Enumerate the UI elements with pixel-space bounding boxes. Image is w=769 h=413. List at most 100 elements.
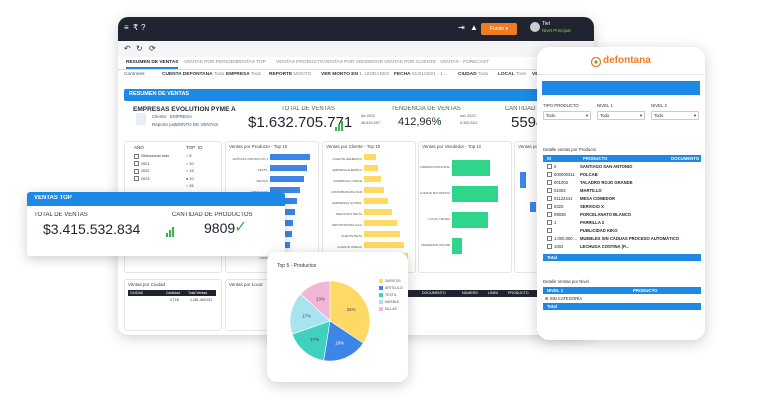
pie-slice-label: 13% <box>316 297 325 302</box>
logo-text: defontana <box>603 55 651 66</box>
panel-producto-title: Ventas por Producto - Top 10 <box>229 144 288 149</box>
id-label: ID <box>198 145 203 150</box>
bar <box>452 212 488 228</box>
menu-icon[interactable]: ≡ <box>124 23 129 32</box>
detail-table-header <box>408 290 589 297</box>
table-row[interactable]: 1 PARRILLA 2 <box>543 220 701 228</box>
pie-slice-label: 18% <box>335 340 344 345</box>
top-option[interactable]: ● 20 <box>186 176 194 181</box>
pie-slice[interactable] <box>289 293 331 335</box>
legend-item: TEXTIL <box>379 292 403 299</box>
table-row[interactable]: 1002 LECHUGA COSTINA (P... <box>543 244 701 252</box>
detalle-col-producto: PRODUCTO <box>583 156 608 161</box>
tab-cliente[interactable]: VENTAS POR CLIENTE <box>384 60 437 65</box>
select-nivel2[interactable]: Todo ▾ <box>651 111 699 120</box>
plant-selector[interactable]: Fundo ▾ <box>481 23 517 35</box>
top-list: ○ 5 ○ 10 ○ 15 ● 20 ○ 25 <box>186 153 194 191</box>
tab-producto[interactable]: VENTAS PRODUCTO <box>276 60 324 65</box>
table-row[interactable]: 000000311 POLCAB <box>543 172 701 180</box>
nivel-total-row: Total <box>543 303 701 310</box>
bar-label: VENDEDOR PRINCIPAL <box>420 165 450 169</box>
pie-card: Top 5 - Productos 34% 18% 17% 17% 13% ZAPATO… <box>267 252 408 382</box>
tendencia-sub-value: 9.350.524 <box>460 121 477 125</box>
control-fecha[interactable]: FECHA 01/01/2021 - 1... <box>394 72 447 77</box>
arrow-up-icon: ↑ <box>436 115 441 126</box>
table-row[interactable]: 0 SANTIAGO SAN ANTONIO <box>543 164 701 172</box>
pie-slice[interactable] <box>300 280 331 322</box>
ciudad-row-cantidad: 4.718 <box>170 298 179 302</box>
bar <box>530 202 536 212</box>
undo-icon[interactable]: ↶ <box>124 44 131 53</box>
help-icon[interactable]: ? <box>141 23 146 32</box>
report-label: Reporte por: <box>152 122 178 127</box>
pie-slice[interactable] <box>323 320 364 362</box>
bar <box>452 186 498 202</box>
phone-blue-bar <box>542 81 700 95</box>
table-row[interactable]: 01002 MARTILLO <box>543 188 701 196</box>
cantidad-label: CANTIDAD DE P <box>504 106 552 112</box>
table-row[interactable]: 09038 PORCELANATO BLANCO <box>543 212 701 220</box>
tab-resumen[interactable]: RESUMEN DE VENTAS <box>126 60 179 69</box>
bar-label: EMPRESA EJEMPLO <box>333 168 363 172</box>
bar <box>270 154 310 161</box>
table-row[interactable]: 01122441 MESA COMEDOR <box>543 196 701 204</box>
currency-icon[interactable]: ₹ <box>133 23 139 32</box>
top-option[interactable]: ○ 25 <box>186 184 194 188</box>
cantidad-value: 5594 <box>511 114 545 131</box>
tab-bar: RESUMEN DE VENTAS VENTAS POR PERIODO VEN… <box>118 57 594 70</box>
detail-col-numero: NÚMERO <box>462 291 478 295</box>
control-ciudad[interactable]: CIUDAD Todo <box>458 72 489 77</box>
control-local[interactable]: LOCAL Todo <box>498 72 527 77</box>
bar-label: SERVICIOS DELTA <box>336 212 362 216</box>
panel-ciudad-title: Ventas por Ciudad <box>128 282 166 287</box>
bar-chart-icon <box>166 224 176 242</box>
total-ventas-label: TOTAL DE VENTAS <box>281 106 335 112</box>
top-option[interactable]: ○ 5 <box>186 154 192 158</box>
table-row[interactable]: 1.000.000 ... MUEBLES SIN CÁDUAS PROCESO … <box>543 236 701 244</box>
panel-cliente <box>322 141 416 273</box>
chart-cliente: CLIENTE GENÉRICO EMPRESA EJEMPLO COMERCIAL… <box>331 154 408 260</box>
detalle-title: Detalle ventas por Producto <box>543 147 597 152</box>
refresh-icon[interactable]: ↻ <box>136 44 143 53</box>
top-option[interactable]: ○ 15 <box>186 169 194 173</box>
bar-label: COMERCIAL NORTE <box>333 179 362 183</box>
select-nivel1[interactable]: Todo ▾ <box>597 111 645 120</box>
nivel-title: Detalle Ventas por Nivel <box>543 279 589 284</box>
bar <box>364 154 376 161</box>
tab-vendedor[interactable]: VENTAS POR VENDEDOR <box>324 60 384 65</box>
toolbar: ↶ ↻ ⟳ <box>118 41 594 57</box>
year-option[interactable]: Seleccionar todo <box>134 153 169 161</box>
control-empresa[interactable]: EMPRESA Todo <box>226 72 262 77</box>
table-row[interactable]: 0320 SERVICIO X <box>543 204 701 212</box>
user-role: Nivel Principal <box>542 28 571 33</box>
report-value: MONTO DE VENTAS <box>175 122 219 127</box>
phone-frame: defontana TIPO PRODUCTO NIVEL 1 NIVEL 2 … <box>537 47 705 340</box>
tab-periodo[interactable]: VENTAS POR PERIODO <box>184 60 239 65</box>
client-label: Cliente: <box>152 114 168 119</box>
year-option[interactable]: 2022 <box>134 168 169 176</box>
avatar[interactable] <box>530 22 540 32</box>
year-option[interactable]: 2023 <box>134 176 169 184</box>
control-cuenta[interactable]: CUENTA DEFONTANA Todo <box>162 72 225 77</box>
table-row[interactable]: 001003 TALADRO ROJO GRANDE <box>543 180 701 188</box>
select-tipo[interactable]: Todo ▾ <box>543 111 591 120</box>
logout-icon[interactable]: ⇥ <box>458 23 465 32</box>
top-option[interactable]: ○ 10 <box>186 161 194 166</box>
ventas-top-cantidad-label: CANTIDAD DE PRODUCTOS <box>172 212 253 218</box>
control-monto[interactable]: VER MONTO EN 1. UNIDADES <box>321 72 390 77</box>
table-row[interactable]: PUBLICIDAD KIKO <box>543 228 701 236</box>
tendencia-sub-label: nov 2022 <box>460 114 476 118</box>
year-option[interactable]: 2021 <box>134 161 169 169</box>
bar <box>452 238 462 254</box>
tendencia-label: TENDENCIA DE VENTAS <box>391 106 461 112</box>
control-reporte[interactable]: REPORTE MONTO <box>269 72 312 77</box>
tab-forecast[interactable]: VENTAS - FORECAST <box>440 60 490 65</box>
bell-icon[interactable]: ▲ <box>470 23 478 32</box>
ciudad-col-cantidad: Cantidad <box>166 291 181 295</box>
bar <box>364 209 392 216</box>
bar <box>364 165 378 172</box>
tab-top[interactable]: VENTAS TOP <box>236 60 266 65</box>
bar-label: EMPRESAS GLOBAL <box>332 201 362 205</box>
redo-icon[interactable]: ⟳ <box>149 44 156 53</box>
nivel-row[interactable]: ⊞ SIN CATEGORÍA <box>545 296 583 301</box>
